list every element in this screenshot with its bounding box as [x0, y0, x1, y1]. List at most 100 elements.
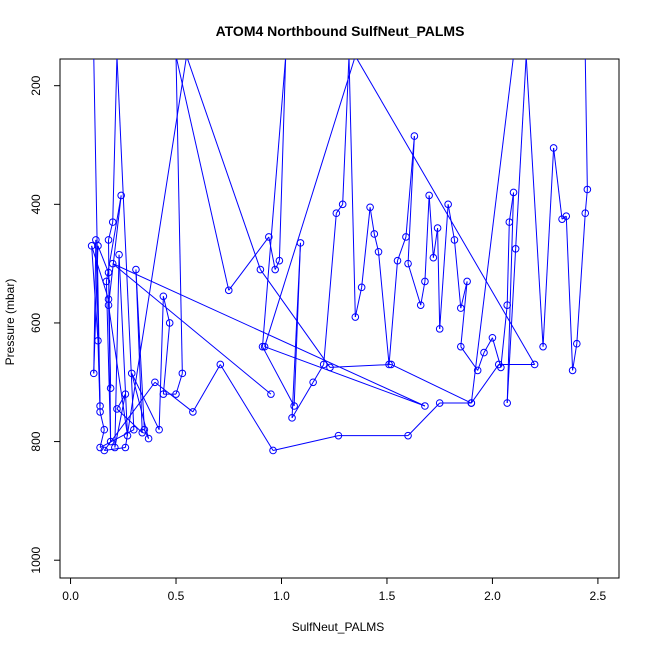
- data-point: [189, 408, 197, 416]
- data-point: [488, 333, 497, 342]
- data-point: [296, 239, 305, 247]
- data-point: [433, 224, 442, 232]
- data-point: [404, 431, 412, 440]
- series-segment: [348, 59, 356, 318]
- data-point: [421, 402, 429, 410]
- series-segment: [561, 215, 567, 220]
- data-point: [387, 360, 395, 369]
- series-segment: [354, 287, 363, 318]
- series-segment: [219, 364, 274, 451]
- data-point: [505, 218, 514, 226]
- data-point: [326, 363, 334, 372]
- series-segment: [361, 207, 371, 288]
- data-point: [435, 325, 444, 333]
- series-segment: [108, 239, 112, 442]
- series-segment: [515, 59, 527, 249]
- data-point: [260, 342, 269, 351]
- series-segment: [268, 236, 276, 270]
- series-segment: [439, 204, 449, 329]
- data-point: [494, 360, 503, 369]
- series-segment: [506, 222, 510, 306]
- data-point: [140, 425, 149, 434]
- series-segment: [114, 394, 126, 448]
- series-segment: [483, 337, 493, 353]
- series-segment: [162, 296, 171, 324]
- data-point: [456, 304, 465, 312]
- data-point: [357, 283, 366, 292]
- data-point: [108, 218, 117, 226]
- data-point: [332, 209, 341, 218]
- data-point: [104, 295, 113, 304]
- data-point: [130, 425, 138, 434]
- series-segment: [491, 337, 502, 368]
- series-segment: [584, 59, 588, 190]
- series-segment: [356, 59, 536, 365]
- series-segment: [274, 260, 280, 270]
- data-point: [104, 268, 113, 277]
- data-point: [421, 277, 429, 286]
- series-segment: [116, 59, 135, 430]
- data-point: [216, 360, 225, 369]
- data-point: [450, 236, 459, 244]
- data-point: [456, 342, 465, 351]
- series-segment: [105, 195, 122, 282]
- series-segment: [131, 373, 160, 430]
- series-segment: [192, 364, 221, 413]
- data-point: [96, 402, 104, 410]
- data-point: [123, 431, 132, 440]
- data-point: [581, 209, 590, 218]
- series-segment: [91, 245, 99, 341]
- series-segment: [272, 435, 339, 451]
- series-segment: [158, 296, 164, 430]
- data-point: [404, 259, 412, 268]
- series-segment: [407, 402, 441, 436]
- data-point: [562, 212, 571, 220]
- data-point: [583, 185, 592, 194]
- data-point: [104, 236, 113, 244]
- data-point: [224, 286, 233, 295]
- data-point: [338, 200, 347, 209]
- series-segment: [91, 245, 109, 300]
- series-segment: [108, 305, 128, 436]
- x-axis: 0.0 0.5 1.0 1.5 2.0 2.5: [62, 577, 607, 603]
- data-point: [113, 405, 121, 413]
- y-axis: 200 400 600 800 1000: [29, 75, 61, 574]
- data-point: [111, 443, 119, 452]
- data-point: [463, 277, 471, 286]
- data-point: [568, 366, 577, 375]
- data-point: [530, 360, 539, 369]
- series-segment: [390, 364, 472, 404]
- x-tick-label: 2.5: [590, 589, 607, 603]
- series-segment: [460, 346, 479, 371]
- series-segment: [542, 147, 555, 347]
- series-segment: [407, 263, 422, 306]
- data-point: [121, 390, 130, 398]
- series-segment: [264, 346, 426, 407]
- data-point: [100, 425, 109, 434]
- series-segment: [187, 59, 261, 270]
- data-point: [151, 378, 159, 387]
- series-segment: [108, 195, 122, 306]
- series-segment: [116, 393, 126, 410]
- series-segment: [405, 136, 415, 237]
- data-point: [96, 408, 104, 416]
- series-segment: [291, 242, 301, 418]
- series-segment: [112, 263, 426, 407]
- y-axis-label: Pressure (mbar): [3, 279, 17, 366]
- data-point: [549, 144, 558, 152]
- data-point: [374, 247, 383, 256]
- data-point: [444, 200, 452, 209]
- data-point: [115, 250, 123, 259]
- y-tick-label: 400: [29, 194, 43, 214]
- series-segment: [369, 207, 375, 235]
- x-axis-label: SulfNeut_PALMS: [292, 620, 385, 634]
- data-point: [144, 434, 153, 443]
- data-point: [106, 437, 115, 446]
- data-point: [351, 313, 360, 321]
- series-segment: [506, 248, 517, 404]
- series-segment: [162, 322, 171, 395]
- series-segment: [323, 213, 337, 365]
- data-point: [425, 191, 433, 200]
- data-point: [132, 265, 140, 274]
